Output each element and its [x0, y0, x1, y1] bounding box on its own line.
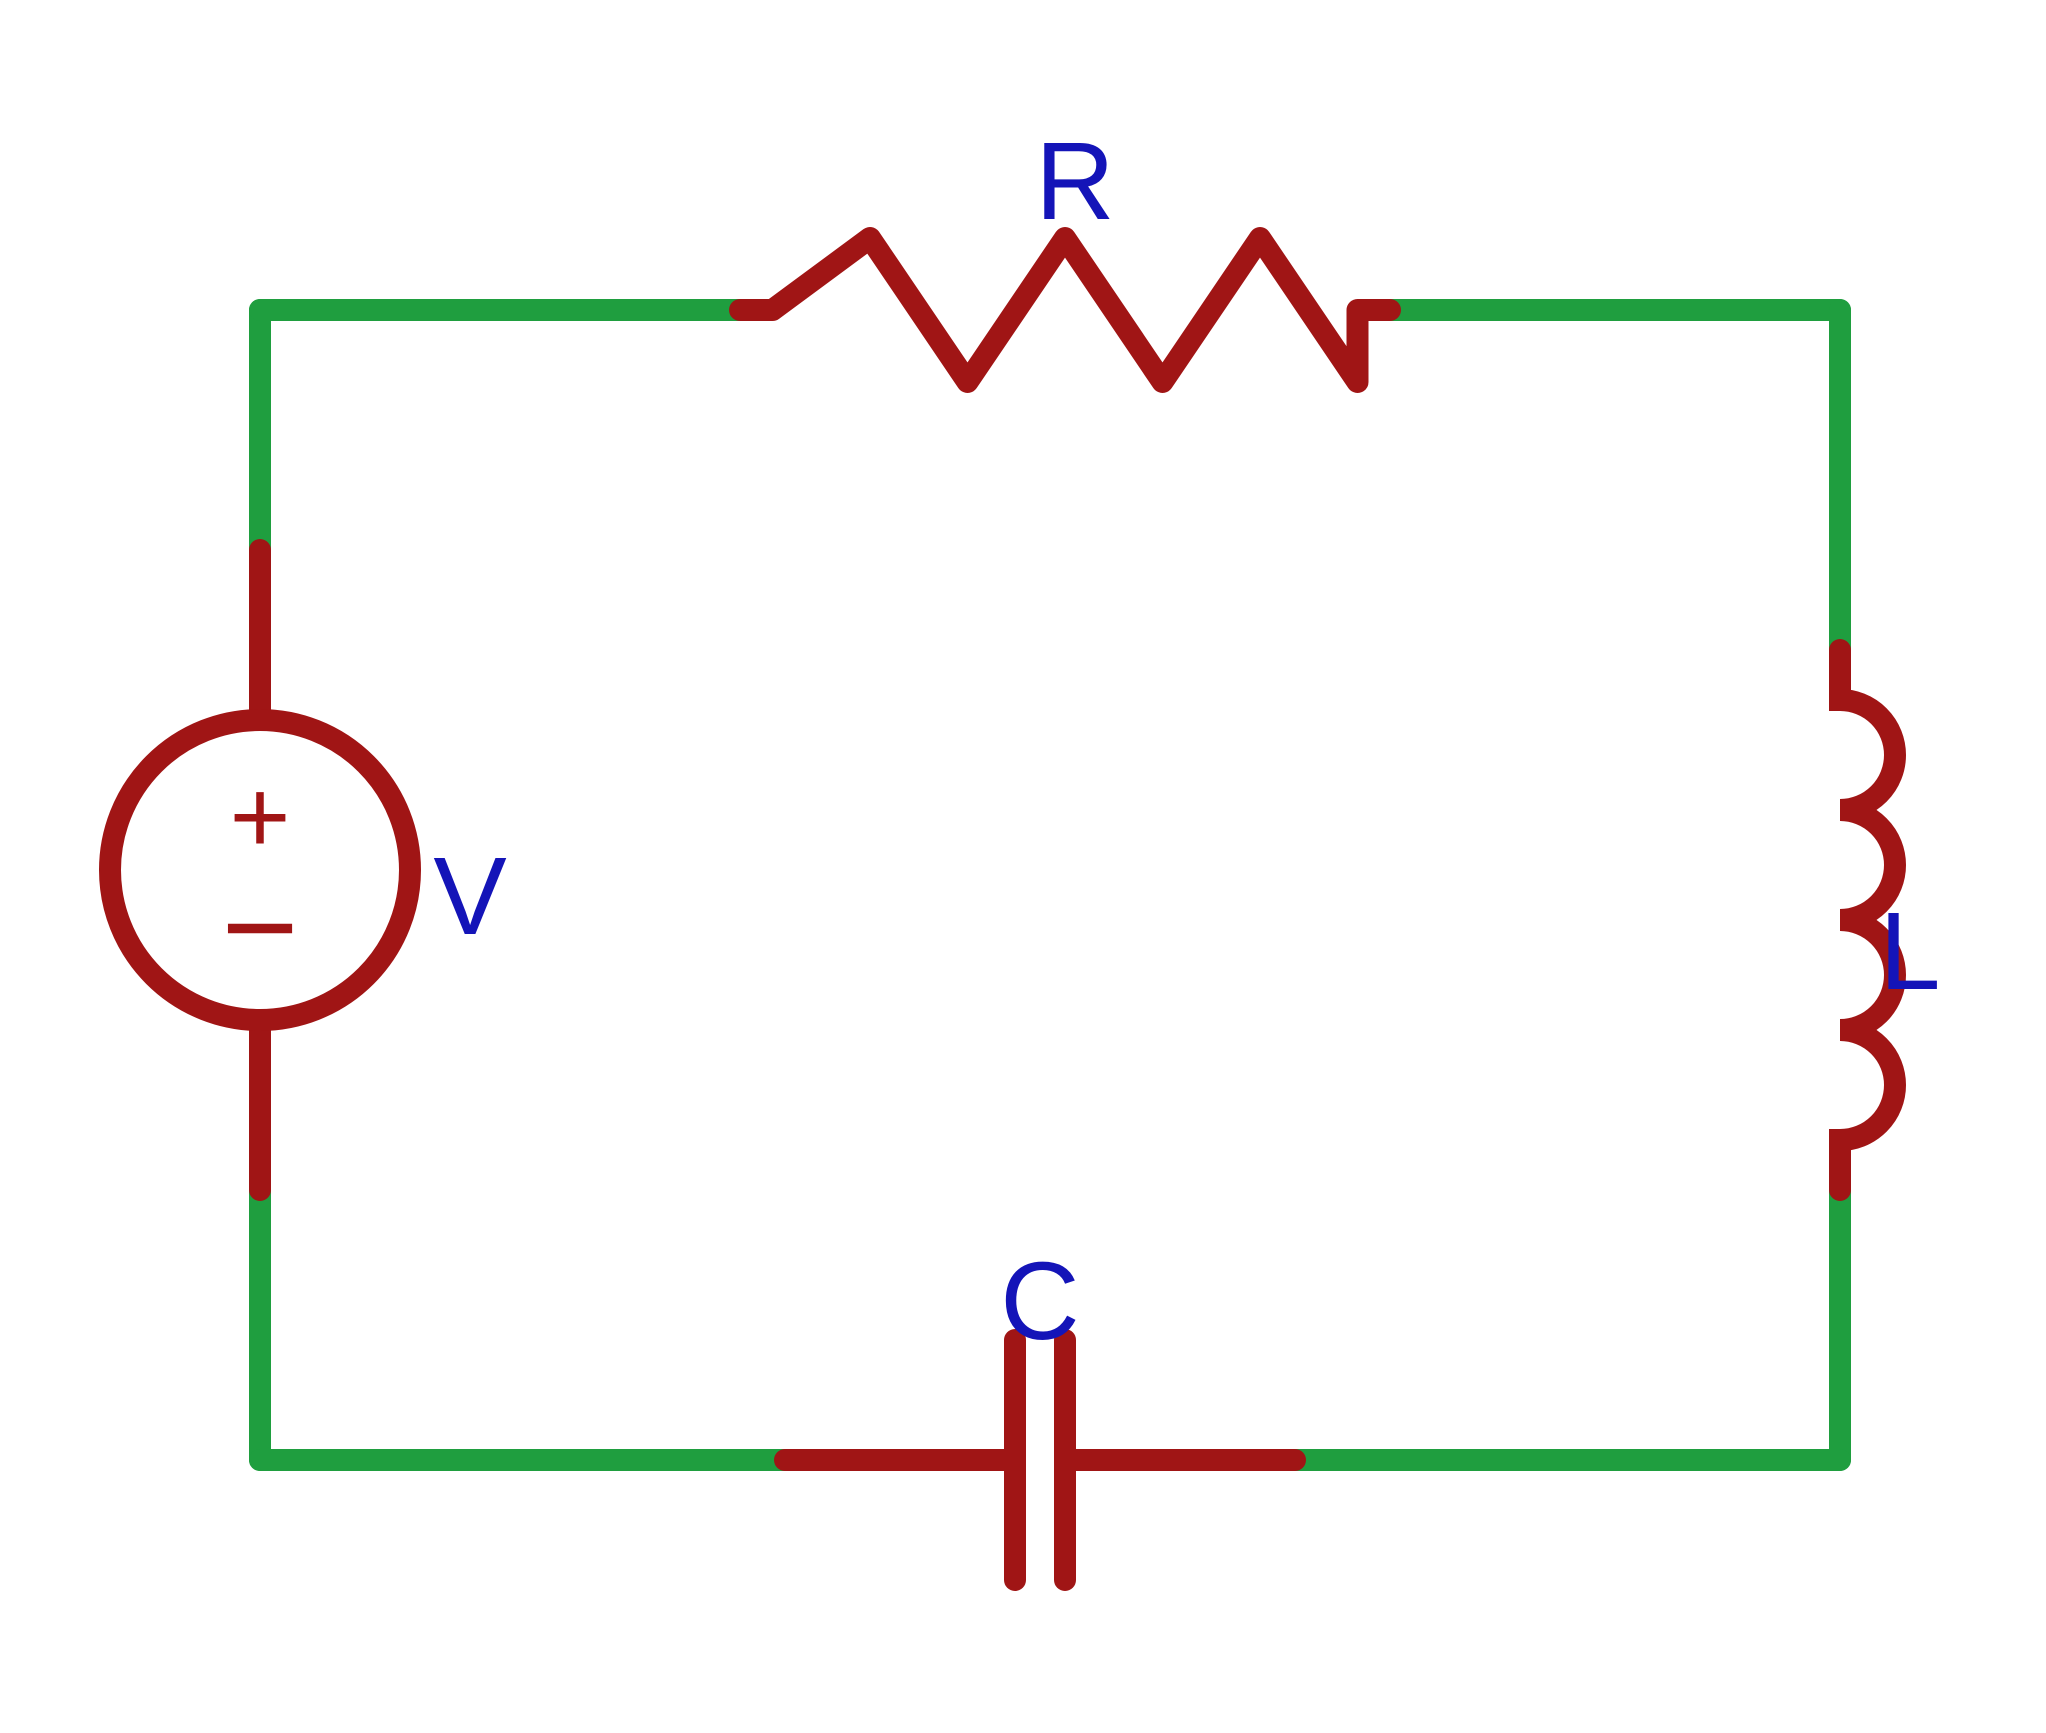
label-r: R: [1035, 120, 1114, 243]
label-l: L: [1879, 890, 1940, 1013]
source-minus: −: [221, 853, 298, 1000]
resistor: [740, 238, 1390, 382]
rlc-circuit-diagram: +−RLCV: [0, 0, 2046, 1733]
label-v: V: [433, 835, 506, 958]
label-c: C: [1000, 1240, 1079, 1363]
